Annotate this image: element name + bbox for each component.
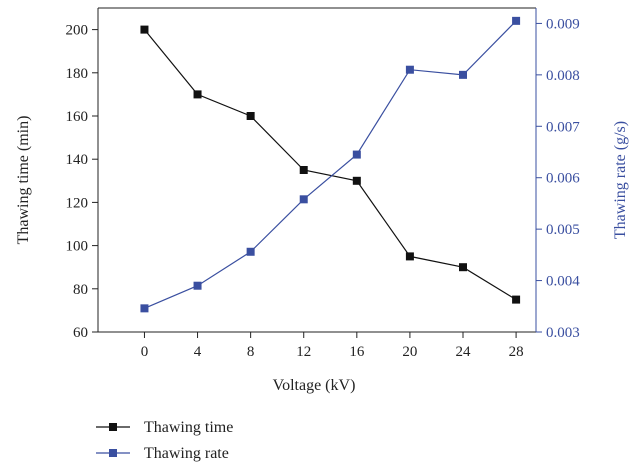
- x-axis: 0 4 8 12 16 20 24 28: [141, 332, 524, 360]
- legend-label-thawing-rate: Thawing rate: [144, 445, 229, 462]
- x-tick-label: 24: [456, 344, 472, 360]
- series-thawing-rate: [140, 16, 521, 313]
- legend-marker-thawing-time: [109, 423, 117, 431]
- legend-marker-thawing-rate: [109, 449, 117, 457]
- thawing-rate-point: [512, 16, 521, 25]
- y-right-tick-label: 0.008: [546, 68, 580, 84]
- x-tick-label: 4: [194, 344, 202, 360]
- y-left-tick-label: 120: [66, 195, 89, 211]
- y-axis-left: 60 80 100 120 140 160 180 200: [66, 23, 98, 341]
- legend: Thawing time Thawing rate: [96, 419, 233, 462]
- thawing-rate-point: [193, 281, 202, 290]
- y-right-tick-label: 0.005: [546, 222, 580, 238]
- thawing-rate-line: [144, 20, 517, 309]
- y-right-tick-label: 0.003: [546, 325, 580, 341]
- legend-item-thawing-rate: Thawing rate: [96, 445, 229, 462]
- thawing-time-point: [193, 90, 202, 99]
- y-right-tick-label: 0.007: [546, 119, 580, 135]
- thawing-time-point: [140, 25, 149, 34]
- x-tick-label: 28: [509, 344, 524, 360]
- thawing-time-point: [459, 263, 467, 272]
- y-axis-right-title: Thawing rate (g/s): [612, 121, 629, 239]
- thawing-rate-point: [405, 65, 414, 74]
- x-tick-label: 0: [141, 344, 149, 360]
- x-tick-label: 16: [349, 344, 365, 360]
- y-right-tick-label: 0.009: [546, 16, 580, 32]
- series-layer: [140, 16, 521, 313]
- y-axis-left-title: Thawing time (min): [15, 116, 32, 245]
- thawing-rate-point: [459, 70, 467, 79]
- thawing-time-line: [144, 29, 517, 301]
- x-tick-label: 12: [296, 344, 311, 360]
- thawing-rate-point: [246, 247, 255, 256]
- y-left-tick-label: 80: [73, 282, 88, 298]
- y-right-tick-label: 0.006: [546, 171, 580, 187]
- x-axis-title: Voltage (kV): [273, 377, 356, 394]
- thawing-rate-point: [352, 150, 361, 159]
- x-tick-label: 8: [247, 344, 255, 360]
- thawing-time-point: [512, 295, 521, 304]
- thawing-time-point: [405, 252, 414, 261]
- y-left-tick-label: 160: [66, 109, 89, 125]
- thawing-rate-point: [140, 304, 149, 313]
- series-thawing-time: [140, 25, 521, 304]
- legend-item-thawing-time: Thawing time: [96, 419, 233, 436]
- thawing-rate-point: [299, 195, 308, 204]
- y-left-tick-label: 100: [66, 239, 89, 255]
- y-left-tick-label: 140: [66, 152, 89, 168]
- y-axis-right: 0.003 0.004 0.005 0.006 0.007 0.008 0.009: [536, 16, 580, 341]
- y-left-tick-label: 200: [66, 23, 89, 39]
- thawing-time-point: [352, 176, 361, 185]
- x-tick-label: 20: [402, 344, 417, 360]
- plot-frame: [97, 7, 537, 333]
- y-left-tick-label: 180: [66, 66, 89, 82]
- thawing-time-point: [246, 112, 255, 120]
- y-right-tick-label: 0.004: [546, 274, 580, 290]
- thawing-time-point: [299, 166, 308, 174]
- y-left-tick-label: 60: [73, 325, 88, 341]
- legend-label-thawing-time: Thawing time: [144, 419, 233, 436]
